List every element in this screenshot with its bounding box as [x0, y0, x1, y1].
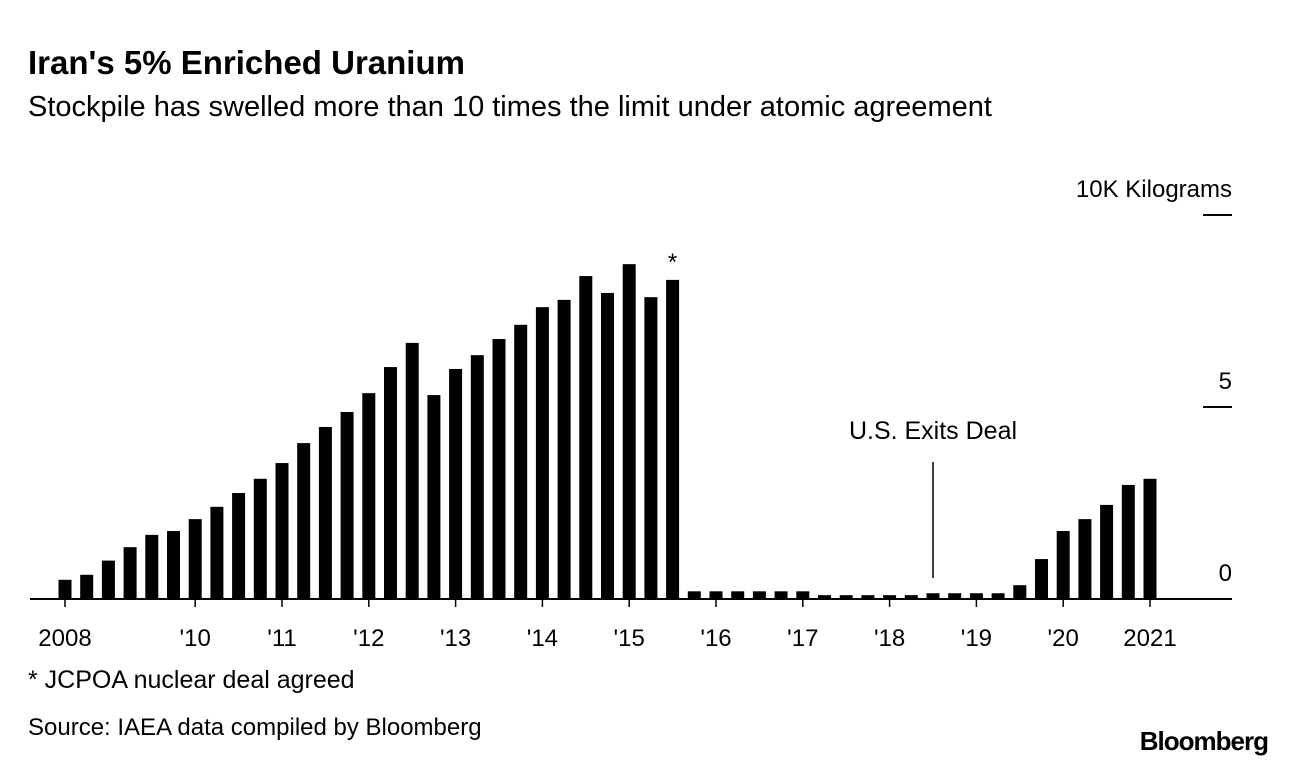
bar: [101, 560, 115, 599]
bar: [340, 411, 354, 599]
source: Source: IAEA data compiled by Bloomberg: [28, 714, 482, 741]
x-tick-label: '19: [961, 625, 992, 652]
x-tick-label: '10: [180, 625, 211, 652]
bar: [752, 591, 766, 599]
annotation-asterisk: *: [668, 249, 677, 276]
x-tick-label: '11: [267, 625, 297, 652]
bar: [384, 367, 397, 599]
bar: [1056, 531, 1070, 599]
chart-subtitle: Stockpile has swelled more than 10 times…: [28, 91, 992, 123]
bar: [449, 368, 463, 599]
bar: [492, 339, 506, 599]
bar: [861, 595, 875, 599]
bar: [427, 395, 441, 599]
bar: [991, 593, 1005, 599]
x-tick-label: '17: [787, 625, 818, 652]
bar: [687, 591, 701, 599]
x-tick-label: 2008: [38, 625, 91, 652]
x-tick-label: '20: [1048, 625, 1079, 652]
bar: [709, 591, 723, 599]
bar: [969, 593, 983, 599]
footnote: * JCPOA nuclear deal agreed: [28, 666, 355, 694]
x-tick-label: '14: [527, 625, 558, 652]
bar: [275, 463, 289, 599]
bar: [926, 593, 940, 599]
bar: [883, 595, 897, 599]
bar: [904, 595, 918, 599]
bar: [362, 393, 376, 599]
bar: [167, 531, 180, 599]
bar: [123, 547, 137, 599]
y-tick-label: 0: [1219, 560, 1232, 587]
bar: [188, 519, 202, 599]
bar: [579, 276, 593, 599]
bar: [557, 299, 571, 599]
bar: [1035, 559, 1048, 599]
bar: [644, 297, 658, 599]
bar: [253, 478, 267, 599]
bar: [514, 324, 528, 599]
bar: [58, 579, 72, 599]
x-tick-label: '13: [440, 625, 471, 652]
bar: [948, 593, 962, 599]
bar: [318, 426, 332, 599]
bar: [1143, 478, 1157, 599]
x-tick-label: '15: [614, 625, 645, 652]
bar: [145, 534, 159, 599]
bar: [1078, 519, 1092, 599]
bar: [470, 355, 484, 599]
bar: [80, 574, 94, 599]
bar: [622, 264, 636, 599]
bar: [535, 307, 549, 599]
x-tick-label: '12: [353, 625, 384, 652]
bar: [839, 595, 853, 599]
bar: [666, 279, 680, 599]
logo: Bloomberg: [1140, 726, 1268, 756]
bar: [774, 591, 788, 599]
bar: [405, 342, 419, 599]
bar: [818, 595, 831, 599]
chart-title: Iran's 5% Enriched Uranium: [28, 44, 465, 81]
bar: [297, 443, 311, 599]
annotation-label: U.S. Exits Deal: [849, 417, 1017, 445]
bar: [796, 591, 810, 599]
x-tick-label: '16: [700, 625, 731, 652]
y-tick-label: 5: [1219, 368, 1232, 395]
y-tick-label: 10K Kilograms: [1076, 176, 1232, 203]
bar: [731, 591, 745, 599]
bar: [601, 292, 614, 599]
bar: [210, 506, 224, 599]
bar: [1100, 504, 1114, 599]
bar: [1013, 585, 1027, 599]
bar: [1121, 484, 1135, 599]
bar: [232, 493, 246, 599]
x-tick-label: '18: [874, 625, 905, 652]
x-tick-label: 2021: [1123, 625, 1176, 652]
